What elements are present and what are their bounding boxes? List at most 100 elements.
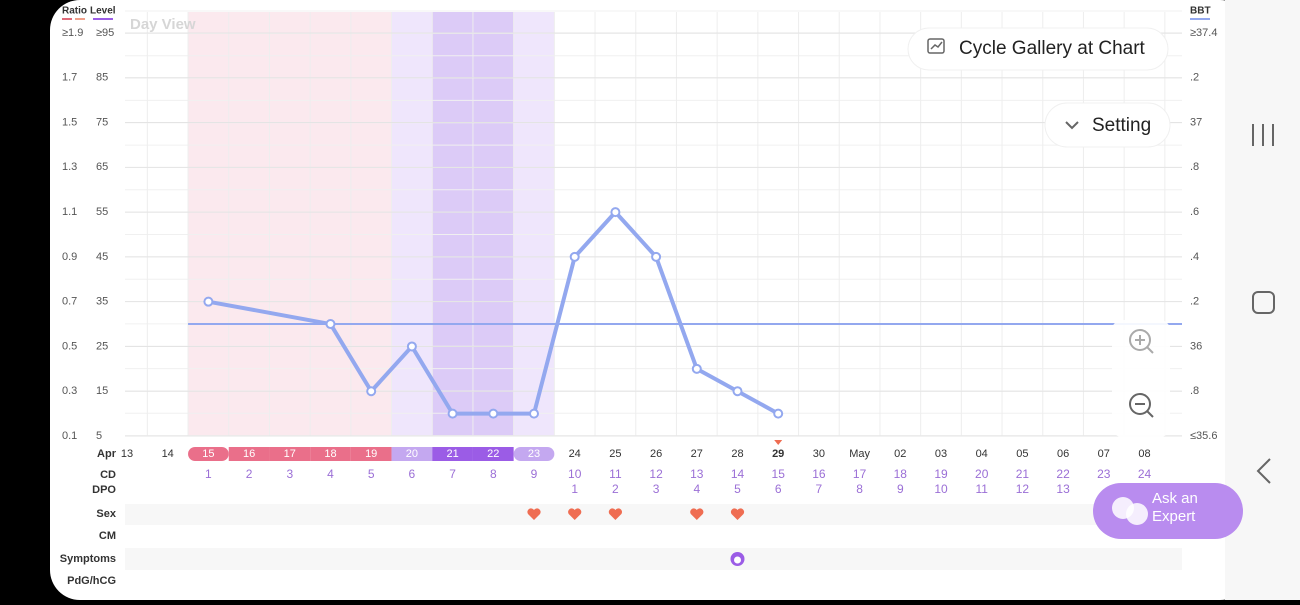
cd-value: 18 [894,467,908,481]
date-label: 14 [162,448,174,460]
dpo-value: 9 [897,482,904,496]
dpo-value: 10 [934,482,948,496]
y-tick-label: 35 [96,296,108,308]
bbt-point [529,408,539,419]
date-label: 22 [487,448,499,460]
ask-expert-bg[interactable] [1093,483,1243,539]
dpo-value: 8 [856,482,863,496]
row-label: PdG/hCG [67,575,116,587]
gallery-icon [927,38,945,54]
date-label: 18 [324,448,336,460]
cd-value: 9 [531,467,538,481]
axis-key [93,18,113,20]
nav-home[interactable] [1252,291,1275,314]
date-label: 20 [406,448,418,460]
date-pill [269,447,311,461]
cd-value: 16 [812,467,826,481]
zoom-out[interactable] [1146,410,1154,418]
y-tick-label: 0.3 [62,385,77,397]
y-tick-label: 1.5 [62,116,77,128]
row-stripe [125,548,1182,570]
date-label: 25 [609,448,621,460]
date-pill [472,447,514,461]
dpo-value: 1 [571,482,578,496]
dpo-value: 3 [653,482,660,496]
cd-value: 22 [1056,467,1070,481]
phase-band [513,12,555,436]
row-label: CD [100,469,116,481]
row-label: Sex [96,508,116,520]
setting-button[interactable]: Setting [1044,102,1171,148]
date-label: 08 [1138,448,1150,460]
ask-expert[interactable]: Ask an Expert [1093,483,1243,539]
y-tick-label: 25 [96,340,108,352]
phase-band [228,12,270,436]
y-tick-label: 0.1 [62,430,77,442]
bbt-point [610,207,621,218]
heart [527,508,541,520]
today-marker [774,440,783,445]
bbt-tick-label: ≤35.6 [1190,430,1217,442]
y-tick-label: 15 [96,385,108,397]
cd-value: 15 [772,467,786,481]
cd-value: 7 [449,467,456,481]
date-label: 13 [121,448,133,460]
date-label: 02 [894,448,906,460]
bbt-tick-label: .8 [1190,161,1199,173]
y-tick-label: 0.7 [62,296,77,308]
setting-text[interactable]: Setting [1092,115,1151,136]
cd-value: 3 [286,467,293,481]
bbt-tick-label: ≥37.4 [1190,27,1217,39]
setting-button-bg[interactable] [1044,102,1171,148]
gallery-button[interactable]: Cycle Gallery at Chart [907,27,1169,71]
bbt-tick-label: 36 [1190,340,1202,352]
dpo-value: 13 [1056,482,1070,496]
y-tick-label: 0.9 [62,251,77,263]
gallery-text[interactable]: Cycle Gallery at Chart [959,38,1146,59]
cd-value: 24 [1138,467,1152,481]
bbt-point [773,408,784,419]
date-label: 29 [772,448,784,460]
bbt-point [447,408,458,419]
y-tick-label: 45 [96,251,108,263]
ask-text[interactable]: Ask an Expert [1152,490,1198,525]
axis-key [62,18,72,20]
nav-back[interactable] [1256,458,1271,484]
date-label: 24 [569,448,581,460]
date-pill [228,447,270,461]
row-label: CM [99,530,116,542]
zoom-in[interactable] [1146,346,1154,354]
bbt-point [325,319,336,330]
gallery-icon [930,41,943,50]
cd-value: 12 [649,467,663,481]
nav-icons [1252,124,1275,484]
dpo-value: 7 [816,482,823,496]
row-label: DPO [92,484,116,496]
date-label: 15 [202,448,214,460]
zoom-in[interactable] [1129,329,1151,351]
bbt-point [203,296,214,307]
cd-value: 10 [568,467,582,481]
cd-value: 1 [205,467,212,481]
y-tick-label: 75 [96,116,108,128]
dpo-value: 11 [975,482,988,496]
zoom-out[interactable] [1129,393,1151,415]
heart [568,508,582,520]
y-tick-label: 0.5 [62,340,77,352]
month-label: Apr [97,448,117,460]
bbt-point [691,363,702,374]
bbt-point [406,341,417,352]
bbt-point [732,386,743,397]
phase-band [350,12,392,436]
y-tick-label: 5 [96,430,102,442]
setting-chevron [1065,121,1079,130]
gallery-button-bg[interactable] [907,27,1169,71]
y-tick-label: 1.3 [62,161,77,173]
heart [690,508,704,520]
dpo-value: 5 [734,482,741,496]
phase-band [310,12,351,436]
ask-icon [1126,503,1148,525]
cd-value: 2 [246,467,253,481]
